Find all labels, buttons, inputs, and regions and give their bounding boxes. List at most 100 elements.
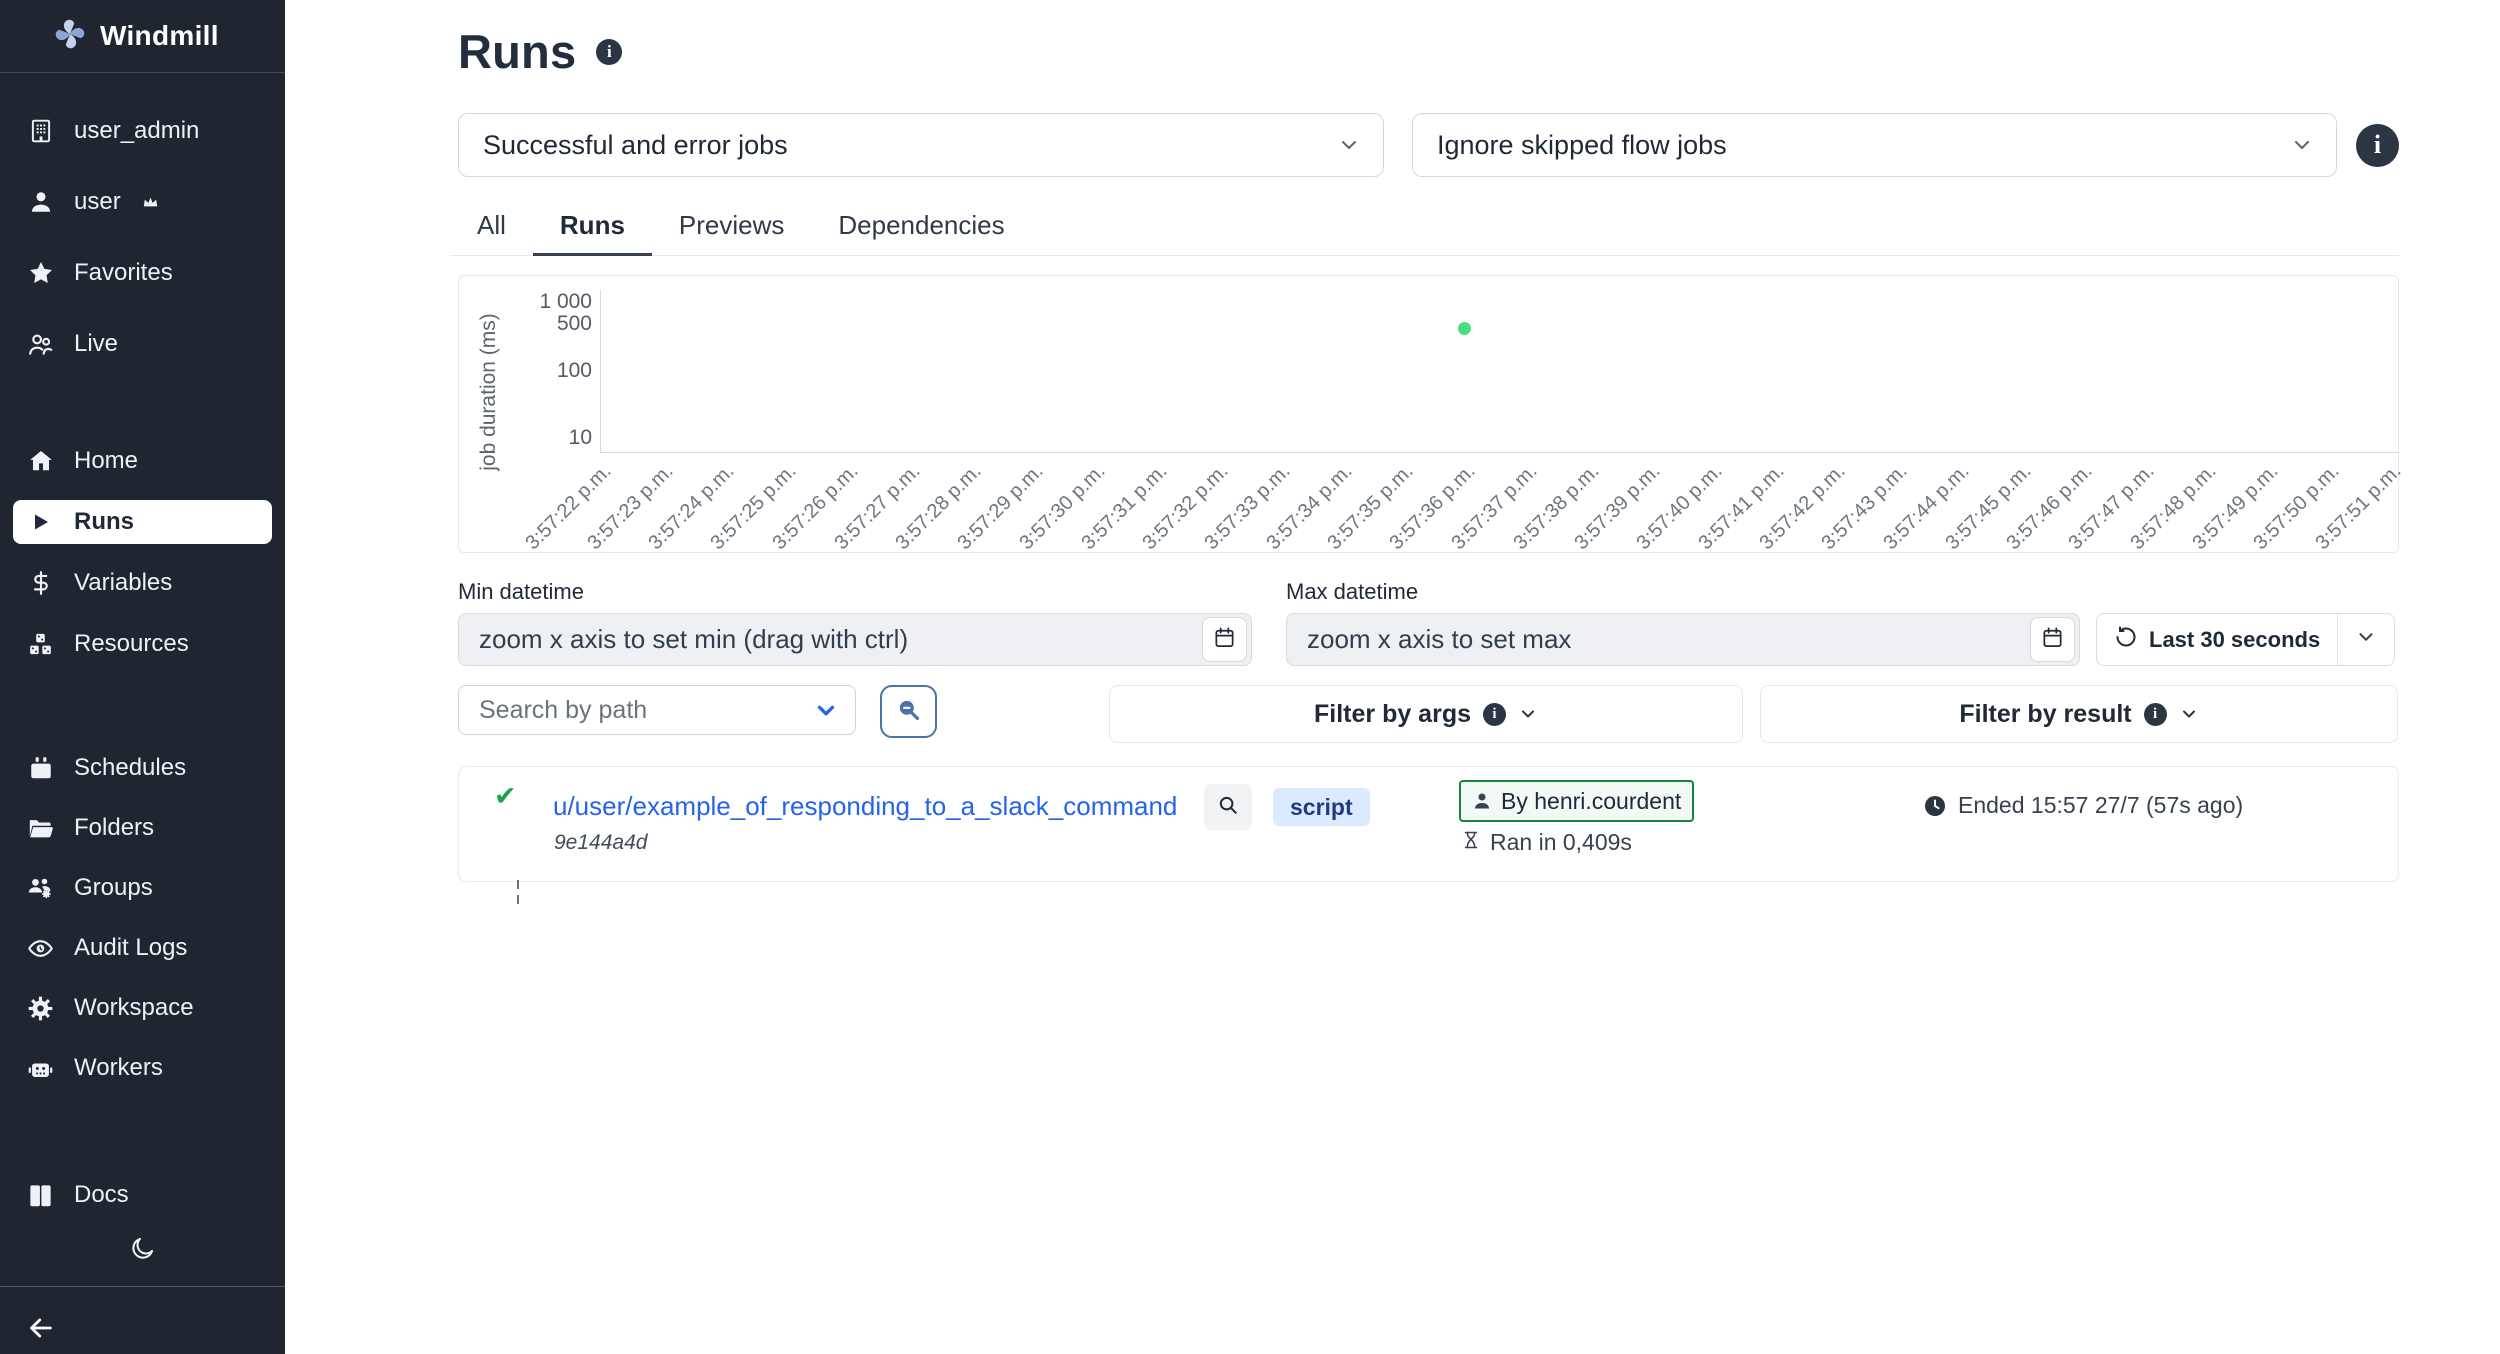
sidebar-item-folders[interactable]: Folders	[13, 806, 272, 850]
timeline-cursor-dash	[517, 880, 519, 889]
tab-previews[interactable]: Previews	[678, 210, 785, 240]
sidebar-item-label: user	[74, 188, 121, 215]
x-tick-label: 3:57:51 p.m.	[2311, 460, 2406, 555]
sidebar-item-resources[interactable]: Resources	[13, 622, 272, 666]
time-range-caret[interactable]	[2338, 614, 2394, 665]
sidebar-footer-group: Docs	[0, 1173, 285, 1217]
job-kind-select[interactable]: Successful and error jobs	[458, 113, 1384, 177]
sidebar-item-schedules[interactable]: Schedules	[13, 746, 272, 790]
x-tick-label: 3:57:42 p.m.	[1755, 460, 1851, 555]
building-icon	[27, 118, 54, 145]
x-tick-label: 3:57:29 p.m.	[953, 460, 1048, 555]
workspace-logo[interactable]: Windmill	[0, 0, 285, 73]
collapse-sidebar-button[interactable]	[26, 1313, 56, 1348]
sidebar-item-label: Schedules	[74, 754, 187, 781]
sidebar-main-group: Home Runs Variables Resources	[0, 439, 285, 666]
sidebar-item-label: Resources	[74, 630, 189, 657]
magnifier-icon	[1217, 794, 1239, 821]
job-dot[interactable]	[1457, 321, 1471, 335]
time-range-label: Last 30 seconds	[2149, 626, 2321, 652]
chevron-down-icon	[813, 697, 839, 723]
sidebar-item-groups[interactable]: Groups	[13, 866, 272, 910]
x-tick-label: 3:57:48 p.m.	[2126, 460, 2221, 555]
tab-all[interactable]: All	[477, 210, 506, 240]
sidebar-item-home[interactable]: Home	[13, 439, 272, 483]
run-by-label: By henri.courdent	[1501, 787, 1682, 814]
run-row[interactable]: ✔ u/user/example_of_responding_to_a_slac…	[458, 766, 2399, 904]
play-icon	[27, 509, 54, 536]
windmill-logo-icon	[52, 16, 88, 57]
hourglass-icon	[1461, 829, 1481, 856]
sidebar-item-favorites[interactable]: Favorites	[13, 251, 272, 295]
min-datetime-input[interactable]	[458, 613, 1252, 666]
skipped-flow-select[interactable]: Ignore skipped flow jobs	[1412, 113, 2337, 177]
calendar-icon	[1213, 626, 1236, 654]
search-by-path-placeholder: Search by path	[479, 695, 648, 724]
max-datetime-field	[1286, 613, 2080, 666]
run-by-badge[interactable]: By henri.courdent	[1459, 780, 1695, 822]
filter-by-result-button[interactable]: Filter by result i	[1760, 685, 2398, 743]
chevron-down-icon	[2179, 704, 2199, 724]
max-datetime-label: Max datetime	[1286, 579, 1419, 604]
sidebar-item-label: Live	[74, 330, 119, 357]
run-inspect-button[interactable]	[1204, 784, 1252, 830]
sidebar-item-workers[interactable]: Workers	[13, 1046, 272, 1090]
gear-icon	[27, 995, 54, 1022]
run-duration-label: Ran in 0,409s	[1490, 829, 1632, 855]
crown-icon	[142, 194, 159, 211]
sidebar-item-audit-logs[interactable]: Audit Logs	[13, 926, 272, 970]
x-tick-label: 3:57:49 p.m.	[2187, 460, 2283, 555]
run-ended: Ended 15:57 27/7 (57s ago)	[1923, 792, 2243, 819]
page-info-icon[interactable]: i	[596, 38, 623, 65]
sidebar-item-label: Favorites	[74, 259, 173, 286]
tab-runs[interactable]: Runs	[532, 199, 652, 256]
home-icon	[27, 448, 54, 475]
search-by-path-select[interactable]: Search by path	[458, 685, 856, 735]
tab-dependencies[interactable]: Dependencies	[838, 210, 1005, 240]
main-content: Runs i Successful and error jobs Ignore …	[285, 0, 2500, 1354]
sidebar-item-variables[interactable]: Variables	[13, 561, 272, 605]
time-range-button-group: Last 30 seconds	[2096, 613, 2396, 666]
search-filter-row: Search by path Filter by a	[458, 685, 2399, 743]
sidebar-item-runs[interactable]: Runs	[13, 500, 272, 544]
job-kind-badge: script	[1273, 788, 1370, 826]
max-calendar-button[interactable]	[2030, 617, 2075, 662]
run-ended-label: Ended 15:57 27/7 (57s ago)	[1958, 792, 2244, 818]
time-range-button[interactable]: Last 30 seconds	[2097, 614, 2337, 665]
divider	[2337, 614, 2339, 665]
x-tick-label: 3:57:31 p.m.	[1076, 460, 1172, 555]
y-tick-label: 500	[556, 312, 592, 335]
search-button[interactable]	[880, 685, 937, 738]
run-path-link[interactable]: u/user/example_of_responding_to_a_slack_…	[553, 791, 1178, 821]
calendar-filled-icon	[27, 755, 54, 782]
duration-chart: job duration (ms) 1 000 500 100 10 3:57:…	[458, 275, 2406, 554]
chart-plot-area[interactable]	[600, 290, 2399, 453]
sidebar-item-workspace[interactable]: Workspace	[13, 986, 272, 1030]
chevron-down-icon	[2355, 626, 2377, 653]
filter-by-args-button[interactable]: Filter by args i	[1109, 685, 1743, 743]
timeline-cursor-dash	[517, 895, 519, 904]
sidebar-footer	[0, 1287, 285, 1354]
sidebar-item-docs[interactable]: Docs	[13, 1173, 272, 1217]
filters-info-icon[interactable]: i	[2356, 123, 2399, 167]
x-tick-label: 3:57:34 p.m.	[1262, 460, 1357, 555]
sidebar-admin-group: Schedules Folders Groups Audit Logs Workspac…	[0, 746, 285, 1090]
dark-mode-toggle[interactable]	[129, 1235, 156, 1267]
dollar-icon	[27, 570, 54, 597]
page-title-row: Runs i	[458, 24, 2399, 79]
result-info-icon: i	[2143, 702, 2167, 726]
refresh-icon	[2114, 625, 2138, 655]
sidebar-item-live[interactable]: Live	[13, 322, 272, 366]
filter-selects-row: Successful and error jobs Ignore skipped…	[458, 113, 2399, 177]
x-tick-label: 3:57:43 p.m.	[1817, 460, 1912, 555]
y-tick-label: 10	[568, 426, 592, 449]
sidebar-item-user[interactable]: user	[13, 180, 272, 224]
sidebar-item-label: user_admin	[74, 117, 200, 144]
theme-row	[0, 1229, 285, 1273]
min-calendar-button[interactable]	[1202, 617, 1247, 662]
max-datetime-input[interactable]	[1286, 613, 2080, 666]
sidebar-item-user-admin[interactable]: user_admin	[13, 109, 272, 153]
success-check-icon: ✔	[494, 781, 517, 812]
run-id: 9e144a4d	[554, 831, 648, 854]
